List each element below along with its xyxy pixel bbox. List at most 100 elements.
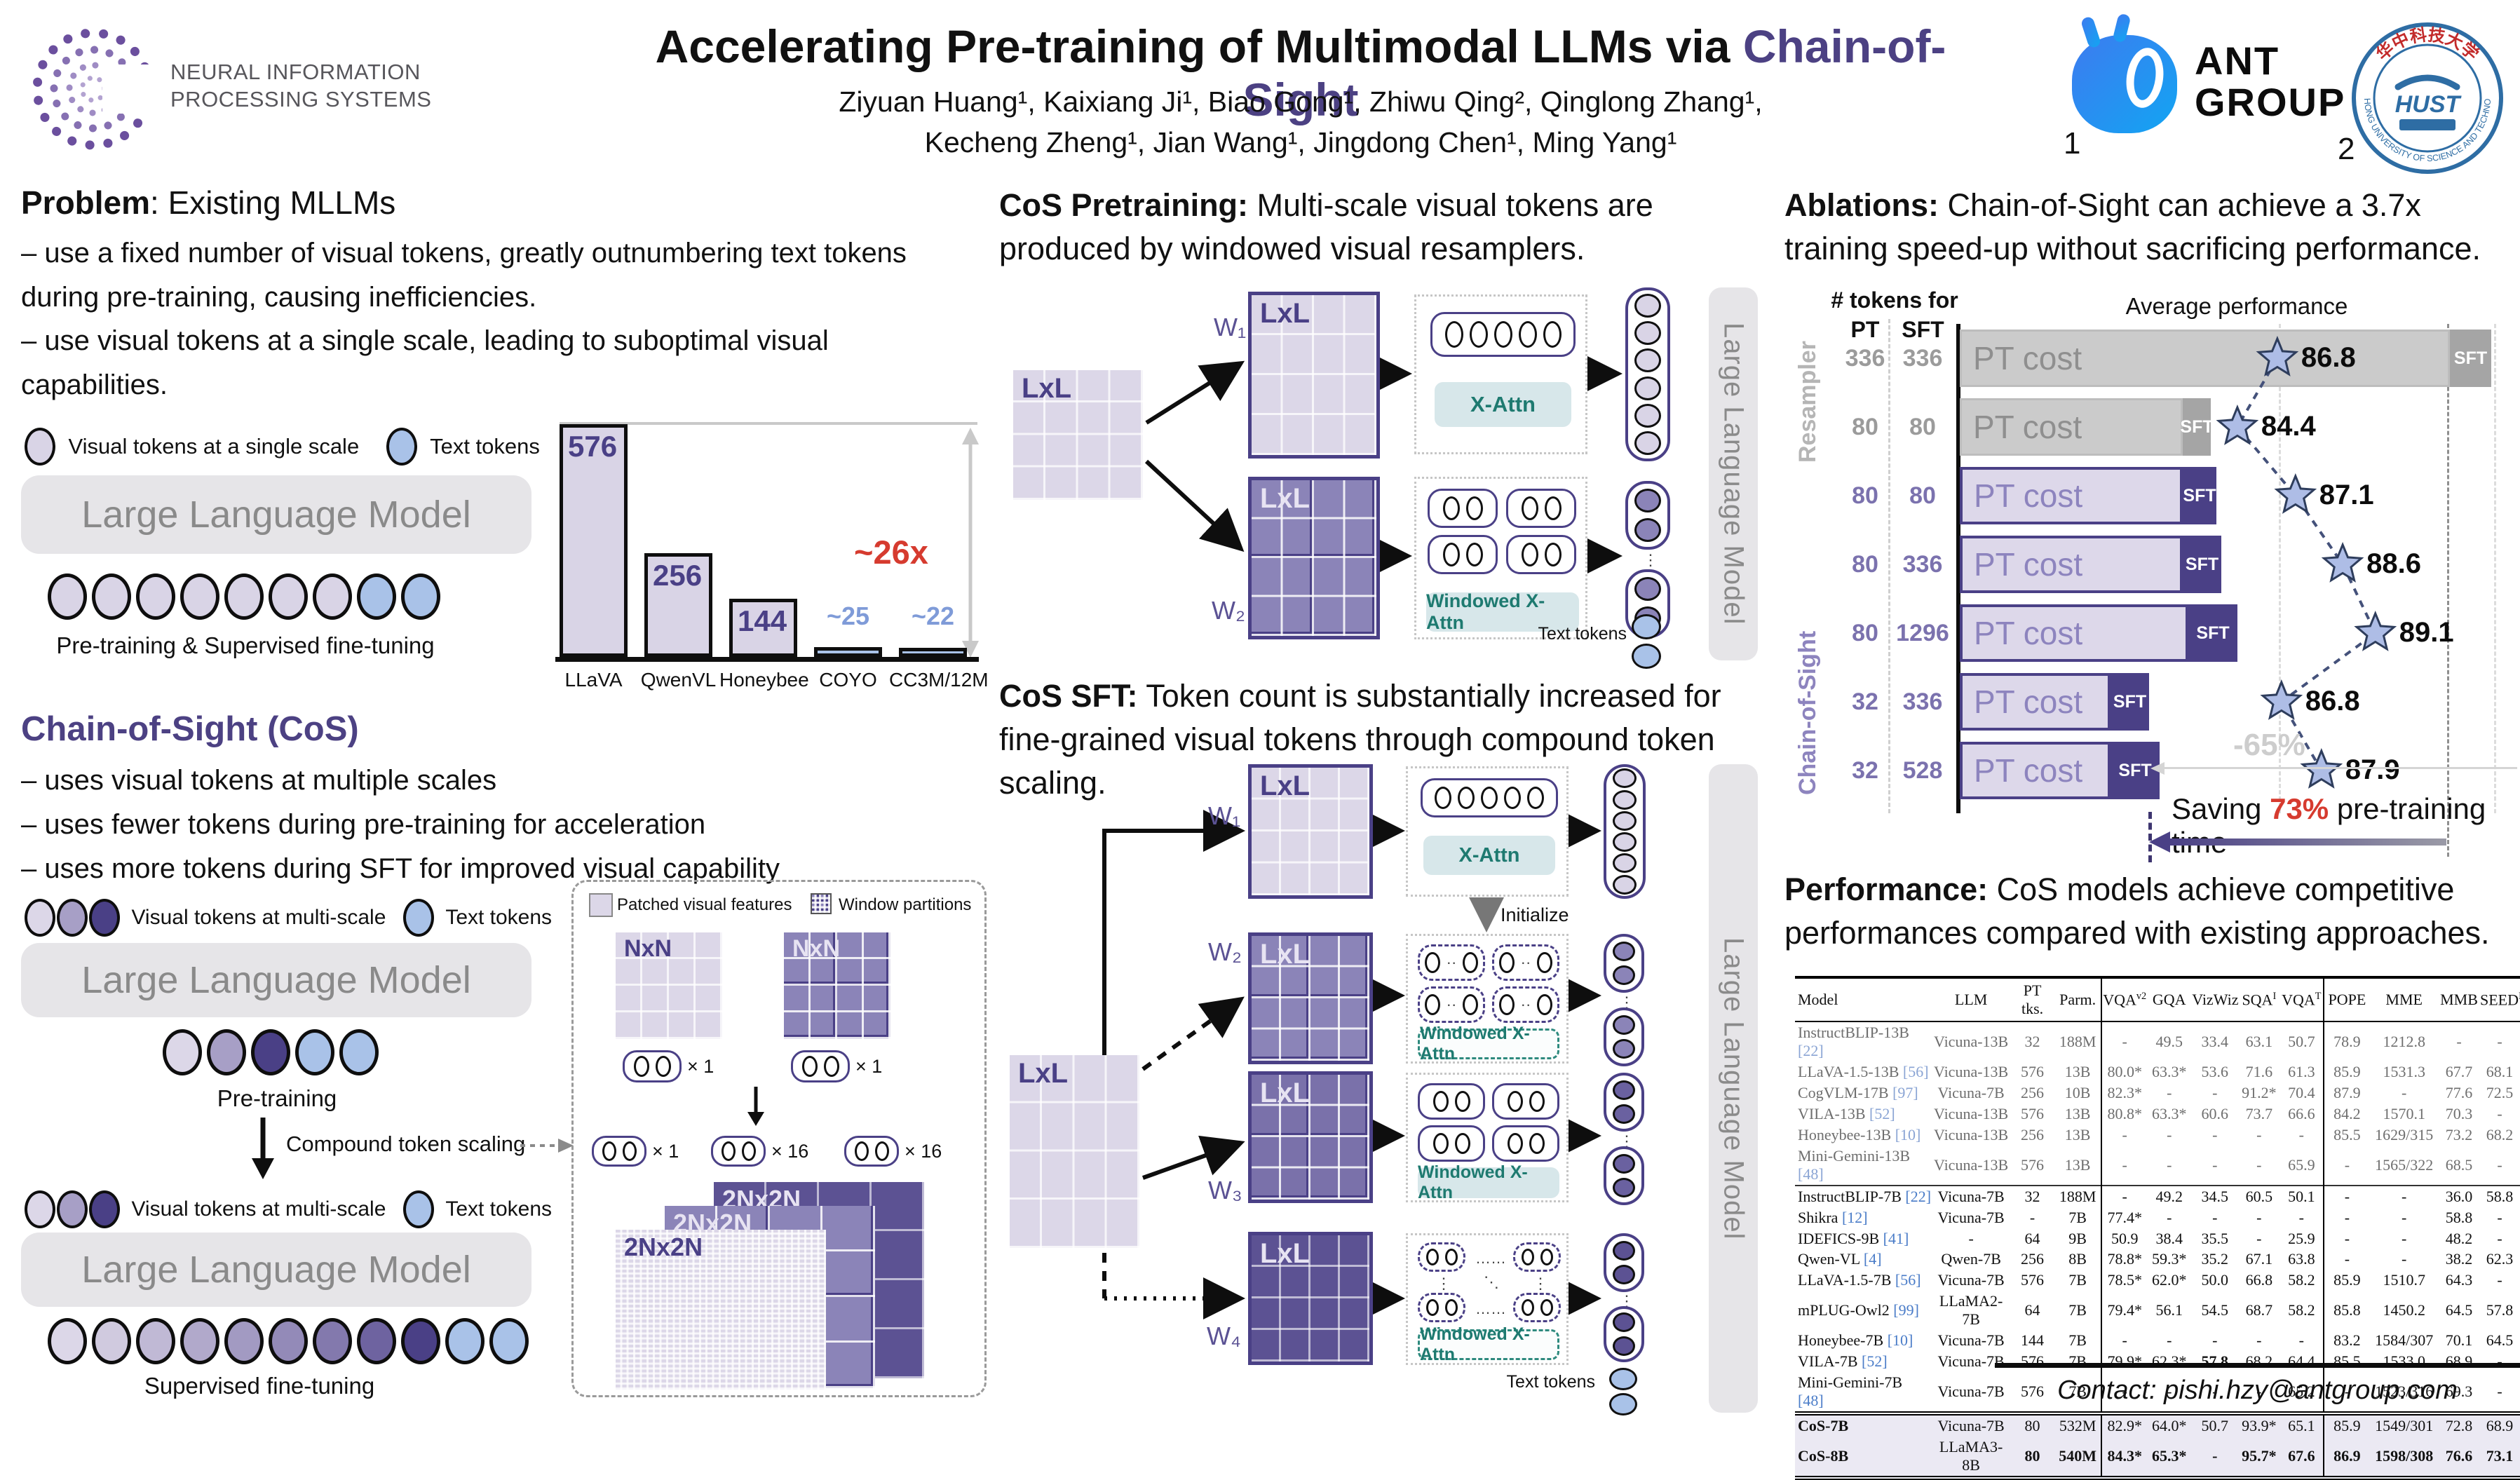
cos-bullet-2: – uses fewer tokens during pre-training … (21, 809, 706, 840)
bar (560, 424, 628, 657)
col-header: LLM (1932, 976, 2011, 1022)
table-row: InstructBLIP-13B [22] Vicuna-13B 32 188M -49… (1795, 1021, 2520, 1061)
col-header: VQAT (2279, 976, 2324, 1022)
table-row: Mini-Gemini-7B [48] Vicuna-7B 576 7B - - - -65.… (1795, 1372, 2520, 1414)
sft-cost-segment: SFT (2111, 673, 2149, 731)
perf-value: 88.6 (2366, 548, 2421, 579)
citation-ref: [12] (1841, 1208, 1868, 1226)
sft-header: SFT (1902, 317, 1944, 342)
xattn-box: X-Attn (1435, 382, 1571, 427)
query-pill-initialized (1418, 1293, 1465, 1322)
sft-tokens-value: 80 (1909, 414, 1936, 440)
token (489, 1318, 529, 1364)
query-pill (1506, 535, 1576, 574)
cos-heading: Chain-of-Sight (CoS) (21, 710, 359, 748)
sft-tokens-value: 528 (1902, 757, 1943, 784)
ablations-heading: Ablations: Chain-of-Sight can achieve a … (1784, 184, 2517, 271)
initialize-label: Initialize (1501, 904, 1569, 925)
sft-caption: Supervised fine-tuning (144, 1373, 375, 1399)
col-header: MMB (2439, 976, 2479, 1022)
token-count-bar-chart: ~26x 576 LLaVA 256 QwenVL 144 Honeybee ~25 COYO… (554, 412, 989, 701)
ant-line1: ANT (2195, 39, 2280, 83)
multiscale-swatch-mid (57, 899, 88, 937)
window-1-label: W₁ (1208, 801, 1241, 830)
resampler-1: X-Attn (1414, 294, 1587, 454)
group-label-resampler: Resampler (1794, 341, 1821, 463)
group-label-chain-of-sight: Chain-of-Sight (1794, 630, 1821, 795)
col-header: GQA (2147, 976, 2192, 1022)
single-scale-legend: Visual tokens at a single scale Text tok… (25, 428, 540, 467)
window-4-label: W₄ (1207, 1322, 1241, 1350)
inset-legend-patched: Patched visual features (617, 895, 792, 914)
cost-bar: PT cost SFT (1960, 467, 2216, 524)
sft-window-4: LxL (1248, 1232, 1373, 1365)
bar (814, 647, 882, 657)
col-header: MME (2369, 976, 2439, 1022)
query-pill-initialized (1513, 1293, 1561, 1322)
speedup-annotation: ~26x (854, 534, 928, 571)
token (339, 1029, 379, 1075)
sft-cost-segment: SFT (2450, 330, 2491, 387)
multiscale-legend-2: Visual tokens at multi-scale Text tokens (25, 1190, 552, 1230)
table-row: CoS-8B LLaMA3-8B 80 540M 84.3* 65.3* -95.7* 67.… (1795, 1437, 2520, 1478)
pt-tokens-value: 80 (1852, 482, 1878, 509)
sft-token-pill (1604, 934, 1644, 993)
bar-value-label: 144 (738, 604, 787, 637)
token (207, 1029, 246, 1075)
problem-bullet-1: – use a fixed number of visual tokens, g… (21, 238, 907, 313)
sft-token-pill (1604, 1073, 1644, 1132)
token (224, 1318, 264, 1364)
token (401, 1318, 440, 1364)
mult-label: × 1 (652, 1141, 679, 1162)
ant-logo-icon (2072, 13, 2177, 133)
windowed-xattn-box: Windowed X-Attn (1418, 1324, 1559, 1364)
cost-bar: PT cost SFT (1960, 330, 2491, 387)
cost-bar: PT cost SFT (1960, 604, 2237, 662)
gridline (2494, 324, 2496, 813)
bar-value-label: ~25 (826, 602, 870, 630)
citation-ref: [52] (1862, 1352, 1888, 1371)
pt-sft-separator (1888, 319, 1890, 813)
title-prefix: Accelerating Pre-training of Multimodal … (655, 20, 1743, 72)
visual-token-swatch (25, 428, 55, 466)
multiscale-swatch-light (25, 1190, 55, 1228)
bar-category-label: COYO (819, 669, 877, 691)
text-token (1609, 1393, 1637, 1415)
perf-value: 89.1 (2399, 617, 2454, 648)
sft-token-column-w1 (1604, 764, 1646, 899)
visual-token-pill-w2a (1625, 481, 1670, 550)
multiscale-swatch-light (25, 899, 55, 937)
citation-ref: [52] (1869, 1104, 1895, 1122)
llm-vertical-bar: Large Language Model (1709, 764, 1758, 1413)
bar-category-label: Honeybee (719, 669, 809, 691)
pretraining-diagram: LxL W₁ LxL W₂ LxL X-Attn Windowed X-Attn… (999, 279, 1770, 672)
text-tokens-label: Text tokens (1506, 1372, 1595, 1392)
ellipsis-dots: ⋮ (1619, 993, 1634, 1011)
token-row-pretrain (163, 1029, 384, 1079)
bar-value-label: ~22 (911, 602, 955, 630)
table-row: Qwen-VL [4] Qwen-7B 256 8B 78.8* 59.3* 35.2 67.… (1795, 1249, 2520, 1270)
ant-group-logo: ANT GROUP 1 (2064, 13, 2366, 161)
text-token-swatch (402, 899, 434, 937)
pt-cost-segment: PT cost (1960, 467, 2183, 524)
token-row-single-scale (48, 573, 445, 623)
sft-arrows (1102, 806, 1601, 1323)
mult-label: × 16 (905, 1141, 942, 1162)
multiscale-legend-1: Visual tokens at multi-scale Text tokens (25, 899, 552, 938)
sft-window-1: LxL (1248, 764, 1373, 899)
legend-text-label: Text tokens (445, 906, 553, 929)
sft-window-3: LxL (1248, 1071, 1373, 1203)
performance-desc: CoS models achieve competitive performan… (1784, 871, 2490, 951)
pt-cost-segment: PT cost (1960, 742, 2111, 799)
table-row: mPLUG-Owl2 [99] LLaMA2-7B 64 7B 79.4* 56.1 54.… (1795, 1291, 2520, 1331)
sft-tokens-value: 336 (1902, 688, 1943, 715)
inset-down-arrow (747, 1087, 764, 1126)
resampler-2: Windowed X-Attn (1414, 477, 1587, 639)
compound-scaling-inset: Patched visual features Window partition… (571, 880, 987, 1397)
sft-token-pill (1604, 1233, 1644, 1292)
sft-heading: CoS SFT: Token count is substantially in… (999, 674, 1777, 805)
sft-tokens-value: 336 (1902, 551, 1943, 578)
query-pill (1428, 535, 1498, 574)
pt-tokens-value: 32 (1852, 688, 1878, 715)
